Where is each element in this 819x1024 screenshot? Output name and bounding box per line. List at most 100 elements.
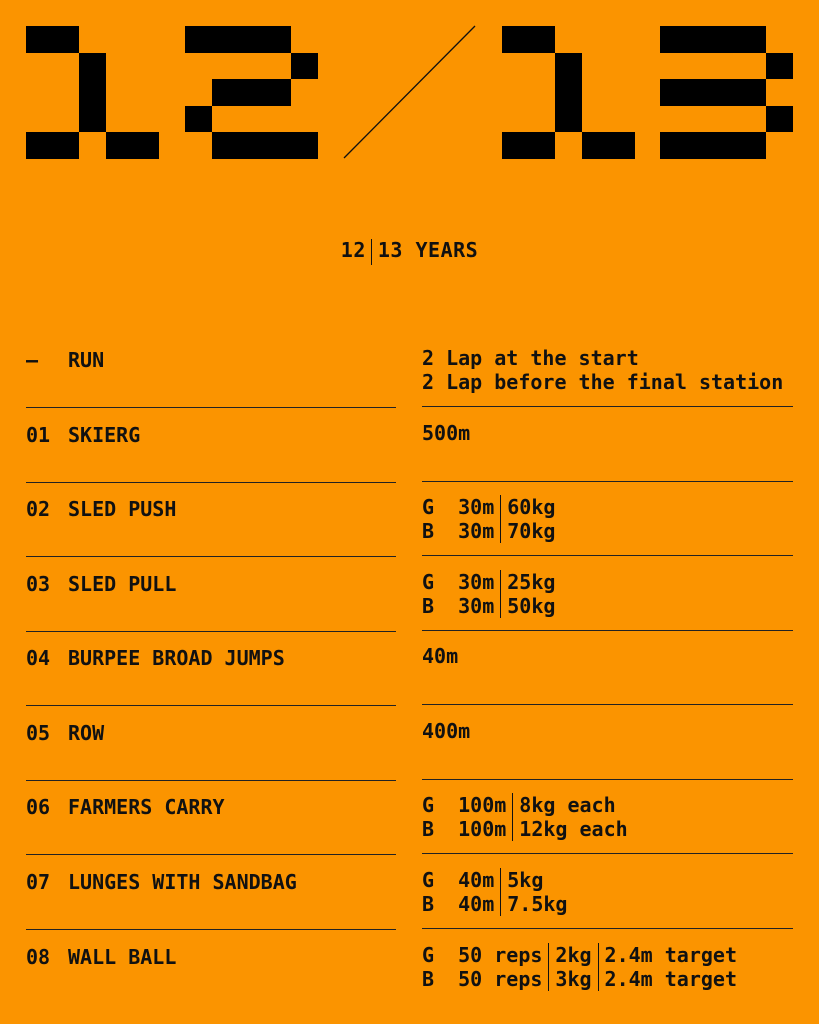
pixel-block (26, 26, 53, 53)
pixel-block (185, 105, 212, 132)
event-details: G 30m 25kg B 30m 50kg (422, 570, 793, 618)
divider (26, 556, 396, 557)
detail-line: B 50 reps 3kg 2.4m target (422, 967, 743, 991)
detail-value: 8kg each (512, 793, 634, 817)
event-name: LUNGES WITH SANDBAG (68, 870, 297, 894)
pixel-block (555, 79, 582, 106)
event-title: 06 FARMERS CARRY (26, 783, 396, 857)
pixel-block (660, 26, 687, 53)
pixel-block (713, 132, 740, 159)
pixel-block (264, 79, 291, 106)
pixel-block (79, 79, 106, 106)
event-name: BURPEE BROAD JUMPS (68, 646, 285, 670)
pixel-block (739, 132, 766, 159)
divider (422, 555, 793, 556)
pixel-block (686, 79, 713, 106)
pixel-block (105, 132, 132, 159)
pixel-block (555, 52, 582, 79)
pixel-block (26, 132, 53, 159)
detail-line: G 100m 8kg each (422, 793, 634, 817)
pixel-block (528, 132, 555, 159)
divider (26, 705, 396, 706)
pixel-block (713, 26, 740, 53)
pixel-block (660, 132, 687, 159)
pixel-block (211, 132, 238, 159)
detail-line: G 50 reps 2kg 2.4m target (422, 943, 743, 967)
pixel-block (185, 26, 212, 53)
divider (422, 704, 793, 705)
event-row: 07 LUNGES WITH SANDBAG G 40m 5kg B 40m 7.5kg (26, 858, 793, 933)
detail-value: 60kg (500, 495, 562, 519)
event-details: 500m (422, 421, 793, 445)
pixel-block (52, 132, 79, 159)
detail-line: G 30m 60kg (422, 495, 562, 519)
event-title: — RUN (26, 336, 396, 410)
event-details: G 100m 8kg each B 100m 12kg each (422, 793, 793, 841)
event-number: 06 (26, 795, 51, 819)
pixel-block (686, 26, 713, 53)
event-title: 01 SKIERG (26, 411, 396, 485)
divider (422, 779, 793, 780)
divider (26, 854, 396, 855)
detail-line: B 30m 70kg (422, 519, 562, 543)
detail-line: 2 Lap at the start (422, 346, 789, 370)
detail-line: B 40m 7.5kg (422, 892, 574, 916)
pixel-block (660, 79, 687, 106)
age-b: 13 YEARS (377, 238, 479, 262)
pixel-block (766, 105, 793, 132)
event-details: 2 Lap at the start 2 Lap before the final… (422, 346, 793, 394)
detail-value: B 40m (422, 892, 495, 916)
pixel-block (502, 132, 529, 159)
event-title: 05 ROW (26, 709, 396, 783)
event-row: 05 ROW 400m (26, 709, 793, 784)
divider (422, 406, 793, 407)
pixel-block (502, 26, 529, 53)
detail-value: 2kg (548, 943, 599, 967)
event-title: 04 BURPEE BROAD JUMPS (26, 634, 396, 708)
event-row: 04 BURPEE BROAD JUMPS 40m (26, 634, 793, 709)
pixel-block (739, 79, 766, 106)
detail-value: G 50 reps (422, 943, 543, 967)
divider (26, 929, 396, 930)
detail-value: G 100m (422, 793, 507, 817)
detail-value: 7.5kg (500, 892, 574, 916)
event-details: G 50 reps 2kg 2.4m target B 50 reps 3kg 2.4m … (422, 943, 793, 991)
detail-value: 70kg (500, 519, 562, 543)
event-number: 07 (26, 870, 51, 894)
detail-value: 12kg each (512, 817, 634, 841)
event-name: RUN (68, 348, 105, 372)
detail-line: 2 Lap before the final station (422, 370, 789, 394)
event-name: ROW (68, 721, 105, 745)
detail-value: 2 Lap at the start (422, 346, 639, 370)
event-number: 03 (26, 572, 51, 596)
event-row: 06 FARMERS CARRY G 100m 8kg each B 100m 12kg … (26, 783, 793, 858)
detail-value: 400m (422, 719, 471, 743)
detail-value: 25kg (500, 570, 562, 594)
event-number: 05 (26, 721, 51, 745)
pixel-block (555, 105, 582, 132)
pixel-block (528, 26, 555, 53)
detail-line: 40m (422, 644, 464, 668)
event-number: 04 (26, 646, 51, 670)
pixel-block (238, 132, 265, 159)
pixel-block (132, 132, 159, 159)
divider (26, 407, 396, 408)
divider (370, 238, 372, 265)
pixel-block (608, 132, 635, 159)
detail-line: G 30m 25kg (422, 570, 562, 594)
pixel-block (739, 26, 766, 53)
age-category-label: 12 13 YEARS (0, 238, 819, 265)
detail-value: G 30m (422, 495, 495, 519)
pixel-block (291, 132, 318, 159)
event-row: 01 SKIERG 500m (26, 411, 793, 486)
detail-value: B 50 reps (422, 967, 543, 991)
pixel-block (238, 26, 265, 53)
divider (422, 853, 793, 854)
pixel-block (581, 132, 608, 159)
detail-value: 40m (422, 644, 459, 668)
event-details: G 30m 60kg B 30m 70kg (422, 495, 793, 543)
detail-value: B 30m (422, 594, 495, 618)
pixel-block (238, 79, 265, 106)
divider (422, 481, 793, 482)
detail-value: 2.4m target (597, 967, 743, 991)
